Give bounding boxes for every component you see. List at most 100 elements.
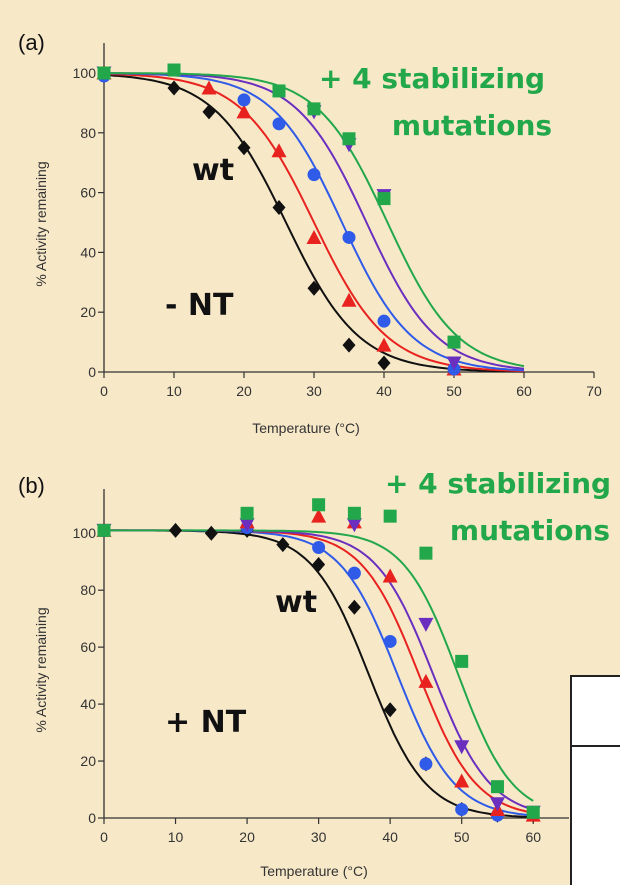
data-point-series-5 [490, 780, 504, 794]
x-tick-label: 20 [239, 829, 255, 845]
data-point-series-5 [419, 546, 433, 560]
panel-a: (a) % Activity remaining Temperature (°C… [18, 30, 602, 436]
data-point-series-5 [447, 335, 461, 349]
panel-b-xlabel: Temperature (°C) [260, 863, 368, 879]
data-point-series-4 [418, 617, 434, 632]
x-tick-label: 40 [382, 829, 398, 845]
data-point-series-1 [383, 702, 397, 718]
data-point-series-3 [454, 773, 470, 788]
y-tick-label: 20 [80, 753, 96, 769]
data-point-series-5 [97, 523, 111, 537]
panel-a-annotation-mutations: mutations [392, 109, 552, 142]
y-tick-label: 100 [73, 525, 97, 541]
data-point-series-1 [276, 537, 290, 553]
panel-a-label: (a) [18, 30, 45, 55]
x-tick-label: 10 [166, 383, 182, 399]
data-point-series-2 [306, 229, 322, 244]
panel-b-label: (b) [18, 473, 45, 498]
data-point-series-4 [454, 740, 470, 755]
data-point-series-5 [342, 132, 356, 146]
data-point-series-5 [347, 506, 361, 520]
y-tick-label: 60 [80, 639, 96, 655]
x-tick-label: 60 [516, 383, 532, 399]
data-point-series-2 [236, 104, 252, 119]
data-point-series-5 [526, 805, 540, 819]
data-point-series-2 [341, 292, 357, 307]
data-point-series-2 [312, 540, 326, 554]
panel-b-annotation-mutations: mutations [450, 514, 610, 547]
data-point-series-3 [311, 508, 327, 523]
x-tick-label: 60 [525, 829, 541, 845]
y-tick-label: 0 [88, 364, 96, 380]
panel-a-annotation-wt: wt [192, 153, 234, 188]
data-point-series-1 [312, 557, 326, 573]
data-point-series-3 [382, 568, 398, 583]
data-point-series-5 [377, 192, 391, 206]
data-point-series-5 [312, 498, 326, 512]
data-point-series-2 [271, 143, 287, 158]
data-point-series-3 [342, 230, 356, 244]
panel-a-annotation-stabilizing: + 4 stabilizing [319, 62, 545, 95]
data-point-series-1 [272, 200, 286, 216]
data-point-series-5 [307, 102, 321, 116]
data-point-series-1 [167, 80, 181, 96]
y-tick-label: 80 [80, 582, 96, 598]
data-point-series-4 [239, 518, 255, 533]
data-point-series-4 [489, 797, 505, 812]
panel-b: (b) % Activity remaining Temperature (°C… [18, 467, 611, 879]
x-tick-label: 0 [100, 383, 108, 399]
data-point-series-4 [446, 356, 462, 371]
data-point-series-5 [455, 654, 469, 668]
data-point-series-1 [307, 280, 321, 296]
data-point-series-3 [418, 673, 434, 688]
data-point-series-3 [272, 117, 286, 131]
x-tick-label: 70 [586, 383, 602, 399]
data-point-series-3 [237, 93, 251, 107]
data-point-series-5 [272, 84, 286, 98]
data-point-series-5 [167, 63, 181, 77]
y-tick-label: 100 [73, 65, 97, 81]
data-point-series-2 [383, 634, 397, 648]
data-point-series-2 [455, 802, 469, 816]
inset-table-fragment [570, 675, 620, 885]
y-tick-label: 80 [80, 125, 96, 141]
panel-b-ylabel: % Activity remaining [33, 607, 49, 732]
panel-b-annotation-nt: + NT [165, 705, 247, 740]
x-tick-label: 30 [306, 383, 322, 399]
data-point-series-1 [347, 599, 361, 615]
y-tick-label: 20 [80, 304, 96, 320]
panel-b-annotation-stabilizing: + 4 stabilizing [385, 467, 611, 500]
y-tick-label: 40 [80, 244, 96, 260]
x-tick-label: 50 [454, 829, 470, 845]
data-point-series-3 [307, 168, 321, 182]
data-point-series-2 [201, 80, 217, 95]
data-point-series-1 [169, 522, 183, 538]
data-point-series-1 [237, 140, 251, 156]
x-tick-label: 10 [168, 829, 184, 845]
data-point-series-1 [202, 104, 216, 120]
data-point-series-1 [342, 337, 356, 353]
data-point-series-2 [376, 337, 392, 352]
data-point-series-4 [346, 518, 362, 533]
x-tick-label: 0 [100, 829, 108, 845]
panel-a-ylabel: % Activity remaining [33, 161, 49, 286]
data-point-series-1 [204, 525, 218, 541]
panel-b-annotation-wt: wt [275, 585, 317, 620]
data-point-series-3 [377, 314, 391, 328]
data-point-series-1 [377, 355, 391, 371]
x-tick-label: 30 [311, 829, 327, 845]
y-tick-label: 60 [80, 185, 96, 201]
data-point-series-5 [240, 506, 254, 520]
panel-a-xlabel: Temperature (°C) [252, 420, 360, 436]
data-point-series-2 [347, 566, 361, 580]
x-tick-label: 40 [376, 383, 392, 399]
data-point-series-5 [97, 66, 111, 80]
x-tick-label: 20 [236, 383, 252, 399]
data-point-series-5 [383, 509, 397, 523]
y-tick-label: 40 [80, 696, 96, 712]
data-point-series-2 [419, 757, 433, 771]
x-tick-label: 50 [446, 383, 462, 399]
y-tick-label: 0 [88, 810, 96, 826]
panel-a-annotation-nt: - NT [165, 288, 234, 323]
